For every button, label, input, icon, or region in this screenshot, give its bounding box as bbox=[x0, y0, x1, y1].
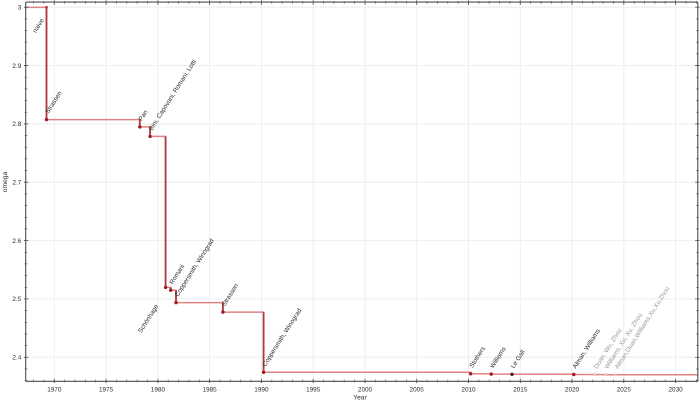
svg-text:2.7: 2.7 bbox=[12, 180, 21, 187]
svg-text:1980: 1980 bbox=[151, 387, 166, 394]
svg-text:Year: Year bbox=[353, 395, 367, 402]
svg-text:2030: 2030 bbox=[668, 387, 683, 394]
svg-text:1975: 1975 bbox=[99, 387, 114, 394]
svg-text:1985: 1985 bbox=[202, 387, 217, 394]
svg-text:2.6: 2.6 bbox=[12, 238, 21, 245]
svg-text:2.5: 2.5 bbox=[12, 296, 21, 303]
svg-text:1970: 1970 bbox=[47, 387, 62, 394]
svg-text:omega: omega bbox=[2, 171, 9, 192]
svg-text:2.4: 2.4 bbox=[12, 355, 21, 362]
svg-text:2015: 2015 bbox=[513, 387, 528, 394]
svg-text:2000: 2000 bbox=[358, 387, 373, 394]
svg-text:2010: 2010 bbox=[461, 387, 476, 394]
svg-text:1990: 1990 bbox=[254, 387, 269, 394]
svg-text:2005: 2005 bbox=[410, 387, 425, 394]
svg-text:3: 3 bbox=[18, 5, 22, 12]
svg-text:2.9: 2.9 bbox=[12, 63, 21, 70]
svg-text:2020: 2020 bbox=[565, 387, 580, 394]
svg-text:2.8: 2.8 bbox=[12, 121, 21, 128]
svg-text:2025: 2025 bbox=[617, 387, 632, 394]
svg-text:1995: 1995 bbox=[306, 387, 321, 394]
